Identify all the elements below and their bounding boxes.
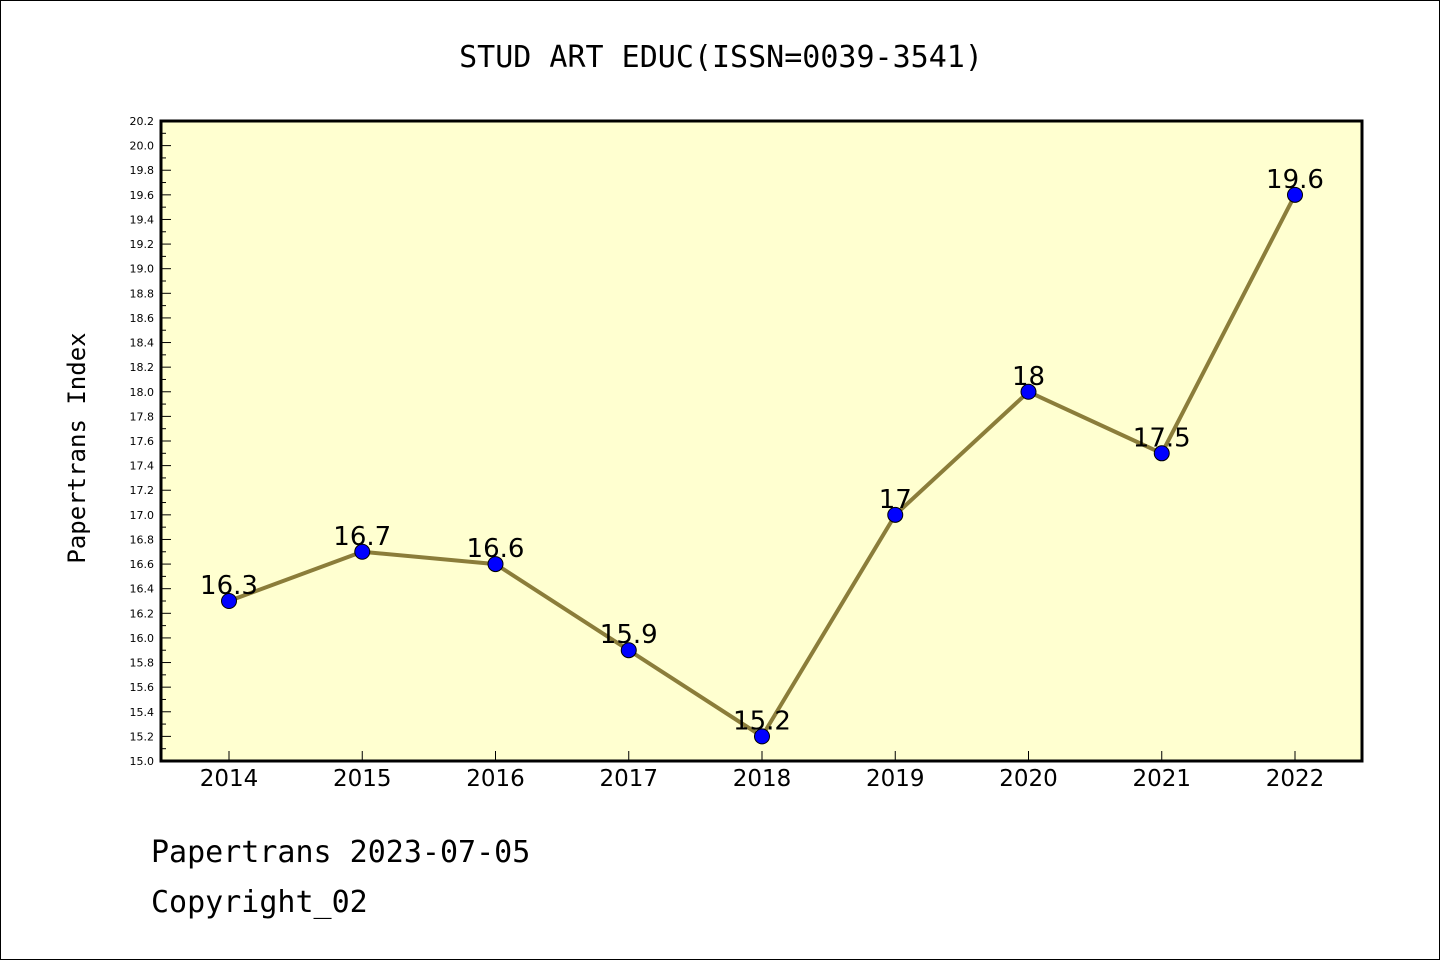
data-point <box>221 593 237 609</box>
x-tick-label: 2022 <box>1266 766 1325 792</box>
y-tick-label: 16.4 <box>130 583 155 596</box>
y-tick-label: 19.6 <box>130 189 155 202</box>
data-point <box>354 543 371 560</box>
y-tick-label: 18.4 <box>130 337 155 350</box>
footer-date: Papertrans 2023-07-05 <box>151 835 531 870</box>
y-tick-label: 16.8 <box>130 533 155 546</box>
data-label: 16.3 <box>200 571 258 601</box>
y-tick-label: 18.0 <box>130 386 155 399</box>
y-tick-label: 20.2 <box>130 115 155 128</box>
y-tick-label: 17.8 <box>130 410 155 423</box>
y-tick-label: 15.8 <box>130 657 155 670</box>
data-labels: 16.3 16.7 16.6 15.9 15.2 17 18 17.5 19.6 <box>200 165 1324 737</box>
data-label: 17 <box>879 485 912 515</box>
y-tick-label: 18.6 <box>130 312 155 325</box>
data-point <box>1153 445 1170 462</box>
chart-title: STUD ART EDUC(ISSN=0039-3541) <box>459 40 983 75</box>
y-tick-label: 20.0 <box>130 140 155 153</box>
y-axis: 15.0 15.2 15.4 15.6 15.8 16.0 16.2 16.4 16.6 16.8… <box>130 115 171 768</box>
data-label: 16.6 <box>467 534 525 564</box>
y-tick-label: 17.4 <box>130 460 155 473</box>
data-point <box>887 506 904 523</box>
y-tick-label: 17.0 <box>130 509 155 522</box>
plot-area <box>161 121 1362 761</box>
y-tick-label: 16.6 <box>130 558 155 571</box>
y-tick-label: 17.2 <box>130 484 155 497</box>
data-point <box>620 642 637 659</box>
y-tick-label: 19.4 <box>130 213 155 226</box>
x-tick-label: 2019 <box>866 766 925 792</box>
data-label: 15.9 <box>600 620 658 650</box>
x-tick-label: 2014 <box>200 766 259 792</box>
data-point <box>754 728 770 745</box>
x-tick-label: 2016 <box>466 766 525 792</box>
plot-border <box>159 119 1364 763</box>
y-tick-label: 15.2 <box>130 730 155 743</box>
y-tick-label: 16.2 <box>130 607 155 620</box>
x-tick-label: 2018 <box>733 766 792 792</box>
y-tick-label: 15.4 <box>130 706 155 719</box>
footer-copyright: Copyright_02 <box>151 885 368 920</box>
y-tick-label: 19.8 <box>130 164 155 177</box>
data-label: 17.5 <box>1133 423 1191 453</box>
x-tick-label: 2015 <box>333 766 392 792</box>
y-tick-label: 15.6 <box>130 681 155 694</box>
data-points <box>221 186 1303 745</box>
y-tick-label: 18.8 <box>130 287 155 300</box>
data-label: 15.2 <box>733 706 791 736</box>
data-label: 18 <box>1012 362 1045 392</box>
y-axis-label: Papertrans Index <box>63 332 91 563</box>
y-tick-label: 17.6 <box>130 435 155 448</box>
x-tick-label: 2020 <box>999 766 1058 792</box>
y-tick-label: 19.0 <box>130 263 155 276</box>
y-tick-label: 16.0 <box>130 632 155 645</box>
y-tick-label: 18.2 <box>130 361 155 374</box>
y-tick-label: 19.2 <box>130 238 155 251</box>
data-label: 19.6 <box>1266 165 1324 195</box>
x-axis: 2014 2015 2016 2017 2018 2019 2020 2021 2022 <box>200 751 1325 792</box>
data-label: 16.7 <box>333 522 391 552</box>
data-point <box>1287 186 1303 203</box>
x-tick-label: 2021 <box>1132 766 1191 792</box>
data-point <box>1020 383 1037 400</box>
data-point <box>487 556 504 573</box>
y-tick-label: 15.0 <box>130 755 155 768</box>
x-tick-label: 2017 <box>599 766 658 792</box>
